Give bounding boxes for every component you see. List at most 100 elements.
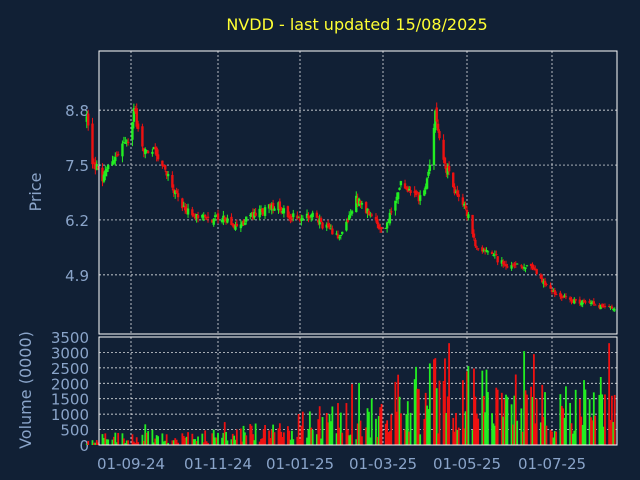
volume-bar [205, 441, 208, 445]
candle-body [112, 160, 116, 164]
candle-body [380, 227, 383, 229]
candle-body [545, 283, 548, 285]
candle-body [206, 216, 210, 218]
volume-bar [532, 354, 535, 445]
volume-tick-label: 3500 [51, 329, 89, 347]
volume-bar [506, 396, 509, 445]
volume-bar [572, 433, 574, 445]
candle-body [145, 150, 148, 152]
candle-body [445, 165, 448, 173]
volume-bar [167, 442, 169, 445]
candle-body [102, 174, 106, 182]
candle-body [223, 217, 226, 220]
candle-body [485, 250, 488, 252]
candle-body [325, 224, 328, 228]
volume-bar [221, 437, 223, 445]
volume-bar [181, 433, 184, 445]
volume-bar [591, 420, 594, 445]
volume-bar [253, 440, 256, 445]
volume-bar [351, 384, 353, 445]
candle-body [490, 252, 494, 255]
volume-bar [524, 390, 527, 445]
candle-body [146, 151, 150, 153]
volume-bar [174, 438, 177, 445]
volume-bar [132, 441, 135, 445]
volume-bar [484, 412, 487, 445]
volume-bar [331, 406, 334, 445]
volume-bar [114, 432, 117, 445]
volume-bar [366, 408, 369, 445]
candle-body [311, 212, 314, 218]
candle-body [464, 205, 467, 209]
candle-body [377, 224, 380, 229]
volume-bar [551, 431, 553, 445]
candle-body [549, 285, 552, 289]
candle-body [388, 212, 392, 224]
candle-body [125, 140, 128, 142]
volume-bar [194, 439, 197, 445]
volume-bar [144, 424, 147, 445]
volume-bar [413, 379, 416, 445]
candle-body [202, 216, 205, 218]
price-axis-label: Price [26, 172, 45, 211]
volume-bar [335, 433, 338, 445]
volume-bar [269, 438, 272, 445]
volume-bar [212, 429, 215, 445]
candle-body [175, 190, 178, 194]
candle-body [359, 200, 362, 205]
candle-body [403, 183, 407, 189]
candle-body [270, 204, 273, 211]
volume-bar [534, 423, 537, 445]
candle-body [384, 228, 387, 230]
volume-tick-label: 1000 [51, 406, 89, 424]
volume-bar [299, 439, 301, 445]
candle-body [461, 197, 465, 205]
volume-bar [471, 430, 474, 445]
candle-body [122, 142, 126, 144]
candle-body [599, 304, 602, 309]
volume-bar [122, 438, 125, 445]
candle-body [510, 265, 513, 269]
candle-body [196, 215, 200, 219]
volume-bar [185, 436, 188, 445]
candle-body [307, 215, 310, 218]
volume-bar [408, 431, 411, 445]
volume-bar [175, 439, 178, 445]
candle-body [554, 294, 558, 296]
volume-bar [101, 434, 104, 445]
volume-bar [398, 396, 401, 445]
candle-body [336, 234, 340, 239]
candle-body [356, 198, 359, 204]
candle-body [271, 203, 275, 210]
candle-body [251, 212, 255, 219]
candle-body [409, 190, 412, 194]
volume-bar [369, 437, 372, 445]
price-frame [98, 50, 618, 335]
candle-body [406, 187, 409, 192]
volume-bar [162, 441, 165, 445]
candle-body [230, 216, 233, 225]
candle-body [222, 215, 225, 222]
volume-bar [103, 437, 105, 445]
candle-body [390, 211, 393, 213]
volume-bar [135, 437, 138, 445]
candle-body [531, 264, 534, 269]
candle-body [580, 302, 583, 305]
candle-body [296, 215, 299, 219]
volume-bar [559, 394, 562, 445]
candle-body [588, 301, 591, 303]
candle-body [166, 173, 170, 177]
candle-body [288, 215, 291, 218]
volume-bar [505, 394, 507, 445]
volume-bar [341, 432, 344, 445]
candle-body [341, 231, 344, 234]
candle-body [355, 195, 358, 213]
volume-bar [448, 343, 450, 445]
volume-bar [142, 440, 145, 445]
candle-body [414, 190, 418, 196]
volume-bar [346, 429, 349, 445]
candle-body [278, 201, 282, 210]
volume-bar [155, 435, 158, 445]
candle-body [475, 246, 478, 248]
candle-body [242, 220, 245, 226]
